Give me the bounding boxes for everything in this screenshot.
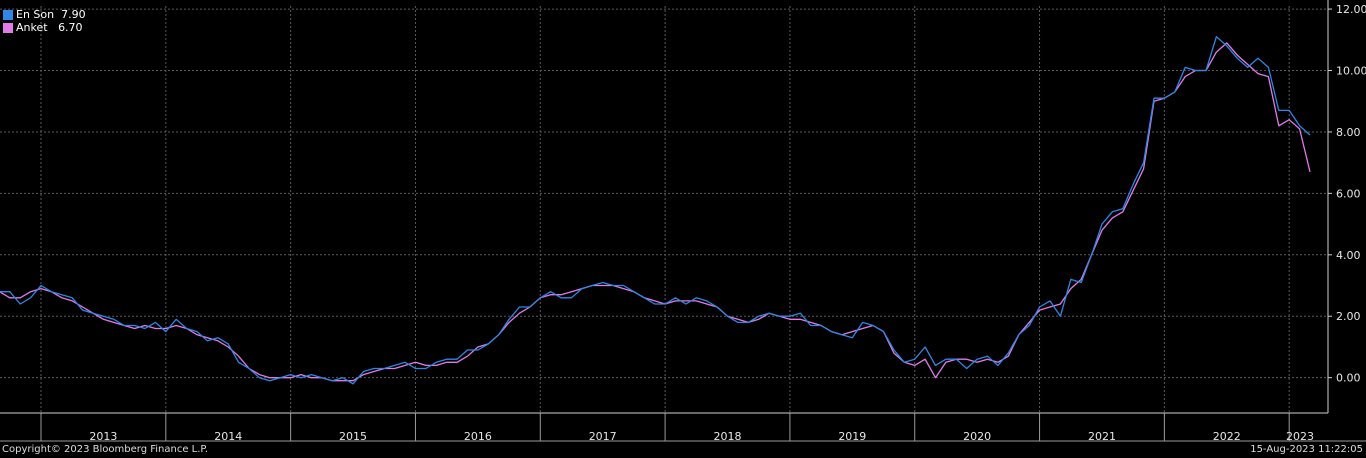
series-lines xyxy=(0,36,1311,385)
y-tick-label: 4.00 xyxy=(1336,249,1361,262)
x-year-label: 2016 xyxy=(464,430,492,443)
timestamp-text: 15-Aug-2023 11:22:05 xyxy=(1250,444,1363,455)
x-year-label: 2018 xyxy=(714,430,742,443)
y-axis-ticks: 0.00 2.00 4.00 6.00 8.00 10.00 12.00 xyxy=(1336,3,1366,385)
series-line-en-son xyxy=(0,36,1311,385)
legend-item-en-son: En Son 7.90 xyxy=(3,8,86,21)
y-tick-label: 0.00 xyxy=(1336,372,1361,385)
copyright-text: Copyright© 2023 Bloomberg Finance L.P. xyxy=(2,444,209,455)
x-year-label: 2022 xyxy=(1213,430,1241,443)
y-tick-label: 10.00 xyxy=(1336,65,1366,78)
x-year-label: 2023 xyxy=(1286,430,1314,443)
x-year-label: 2014 xyxy=(214,430,242,443)
legend-label: Anket xyxy=(16,21,48,34)
x-year-label: 2021 xyxy=(1088,430,1116,443)
legend-swatch xyxy=(3,9,13,20)
x-axis-year-labels: 2013 2014 2015 2016 2017 2018 2019 2020 2021 2022… xyxy=(89,430,1314,443)
legend-swatch xyxy=(3,22,13,33)
x-year-label: 2013 xyxy=(89,430,117,443)
y-tick-label: 6.00 xyxy=(1336,187,1361,200)
x-year-label: 2015 xyxy=(339,430,367,443)
legend-value: 7.90 xyxy=(61,8,86,21)
legend: En Son 7.90 Anket 6.70 xyxy=(3,8,86,34)
y-tick-label: 8.00 xyxy=(1336,126,1361,139)
y-tick-label: 12.00 xyxy=(1336,3,1366,16)
legend-value: 6.70 xyxy=(58,21,83,34)
x-year-label: 2019 xyxy=(838,430,866,443)
y-tick-label: 2.00 xyxy=(1336,310,1361,323)
legend-label: En Son xyxy=(16,8,55,21)
x-year-label: 2017 xyxy=(589,430,617,443)
axes xyxy=(0,0,1366,442)
legend-item-anket: Anket 6.70 xyxy=(3,21,86,34)
grid-lines xyxy=(0,6,1328,413)
x-year-label: 2020 xyxy=(963,430,991,443)
